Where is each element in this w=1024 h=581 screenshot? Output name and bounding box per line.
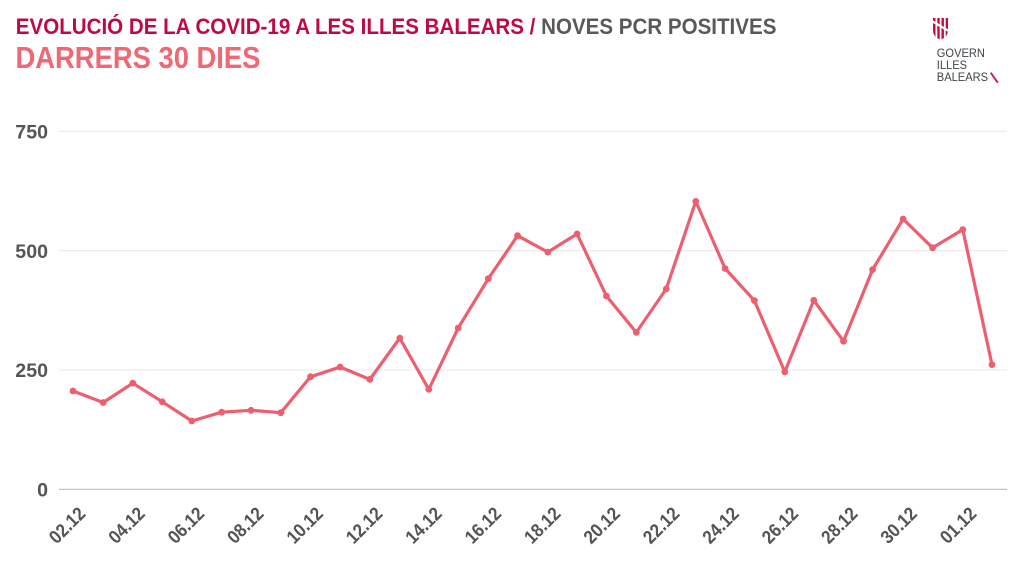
svg-text:250: 250 [15,360,48,382]
svg-text:EVOLUCIÓ DE LA COVID-19 A LES: EVOLUCIÓ DE LA COVID-19 A LES ILLES BALE… [16,13,777,39]
svg-text:750: 750 [15,121,48,143]
svg-text:20.12: 20.12 [579,503,624,548]
svg-text:24.12: 24.12 [698,503,743,548]
svg-text:12.12: 12.12 [342,503,387,548]
svg-text:01.12: 01.12 [936,503,981,548]
svg-text:10.12: 10.12 [282,503,327,548]
svg-text:18.12: 18.12 [520,503,565,548]
svg-text:26.12: 26.12 [758,503,803,548]
svg-text:28.12: 28.12 [817,503,862,548]
svg-text:0: 0 [37,480,48,502]
svg-text:14.12: 14.12 [401,503,446,548]
svg-text:500: 500 [15,241,48,263]
svg-text:GOVERN: GOVERN [937,48,985,60]
svg-text:BALEARS: BALEARS [937,72,989,84]
svg-text:04.12: 04.12 [104,503,149,548]
svg-text:30.12: 30.12 [876,503,921,548]
svg-text:22.12: 22.12 [639,503,684,548]
svg-text:08.12: 08.12 [223,503,268,548]
svg-text:DARRERS 30 DIES: DARRERS 30 DIES [16,42,261,76]
svg-text:02.12: 02.12 [45,503,90,548]
svg-text:ILLES: ILLES [937,60,968,72]
svg-text:16.12: 16.12 [461,503,506,548]
svg-text:06.12: 06.12 [164,503,209,548]
